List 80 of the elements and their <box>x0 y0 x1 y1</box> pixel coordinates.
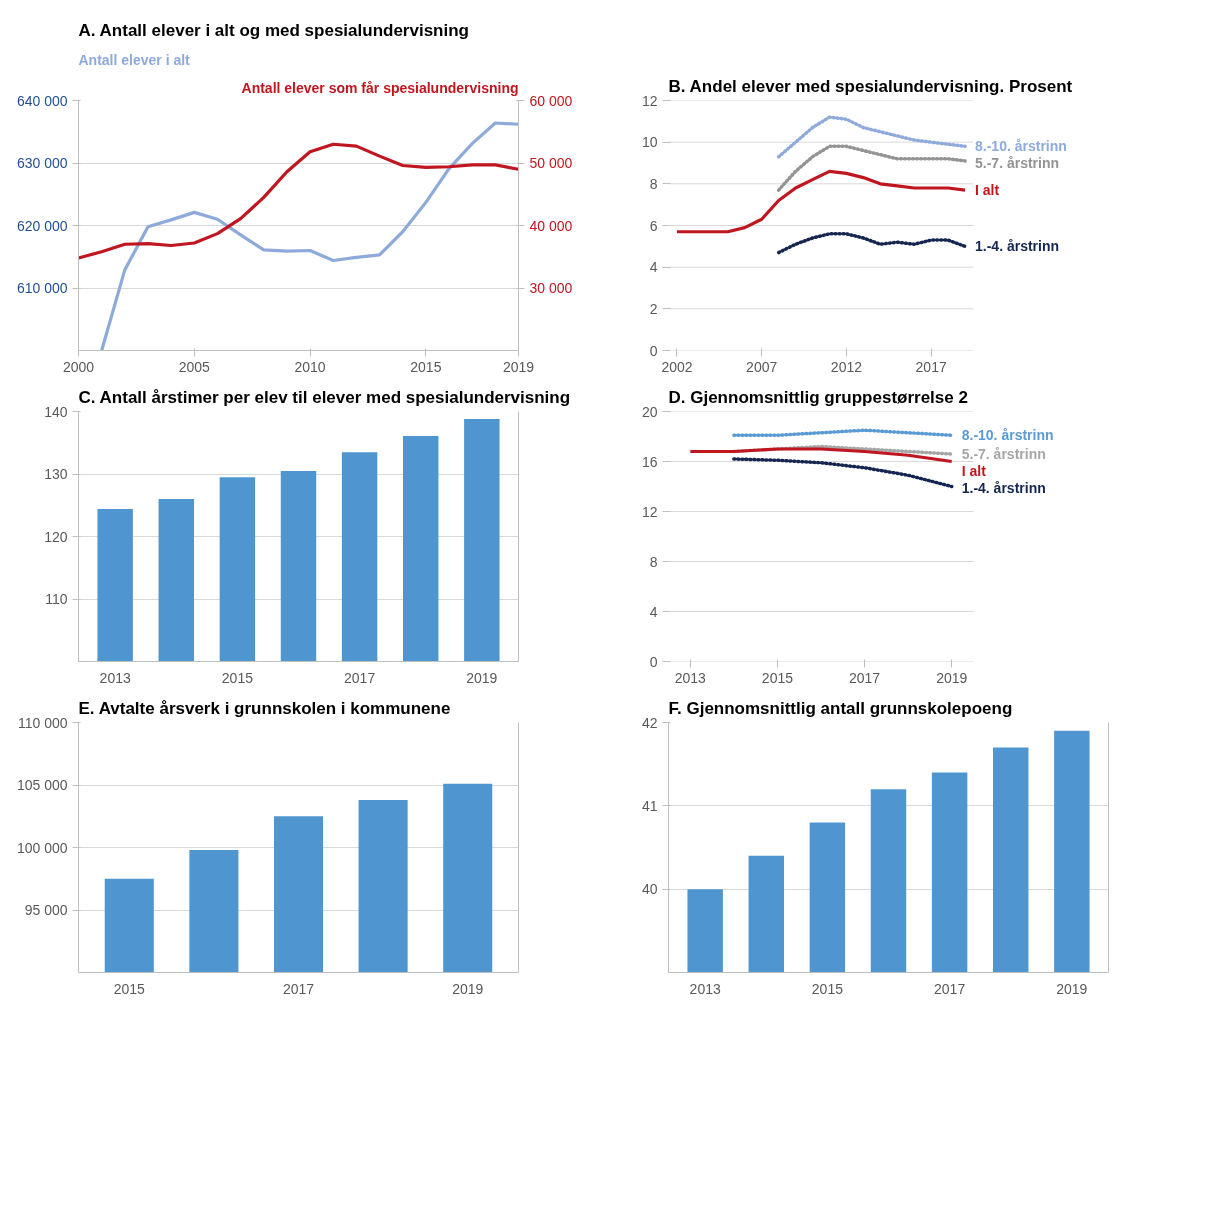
x-tick-label: 2002 <box>661 358 693 375</box>
y-tick-label: 140 <box>44 403 68 420</box>
y2-tick-label: 40 000 <box>529 217 573 234</box>
y-tick-label: 620 000 <box>16 217 68 234</box>
y2-tick-label: 60 000 <box>529 92 573 109</box>
x-tick-label: 2019 <box>502 358 535 375</box>
y-tick-label: 40 <box>641 881 658 898</box>
y-tick-label: 630 000 <box>16 155 68 171</box>
series-label: I alt <box>975 182 1000 199</box>
x-tick-label: 2019 <box>936 669 968 686</box>
line-series <box>776 115 967 159</box>
chart-title: C. Antall årstimer per elev til elever med spesialundervisning <box>78 387 571 407</box>
y-tick-label: 610 000 <box>16 280 68 296</box>
y-tick-label: 4 <box>649 259 658 276</box>
y-tick-label: 0 <box>649 653 658 670</box>
y-tick-label: 4 <box>649 603 658 620</box>
x-tick-label: 2019 <box>466 669 498 686</box>
series-label: 1.-4. årstrinn <box>975 238 1060 255</box>
x-tick-label: 2013 <box>689 980 721 997</box>
x-tick-label: 2005 <box>178 358 211 375</box>
y-tick-label: 42 <box>641 714 658 731</box>
x-tick-label: 2000 <box>62 358 95 375</box>
x-tick-label: 2017 <box>915 358 947 375</box>
x-tick-label: 2012 <box>830 358 863 375</box>
x-tick-label: 2019 <box>1056 980 1088 997</box>
line-series <box>78 142 519 260</box>
x-tick-label: 2015 <box>761 669 794 686</box>
series-label: 8.-10. årstrinn <box>975 138 1067 155</box>
series-label: 5.-7. årstrinn <box>975 155 1060 172</box>
y2-tick-label: 30 000 <box>529 280 573 296</box>
x-tick-label: 2019 <box>452 980 484 997</box>
series-label: 5.-7. årstrinn <box>961 446 1046 462</box>
y-tick-label: 110 000 <box>17 714 68 731</box>
y-tick-label: 41 <box>641 797 658 814</box>
y2-tick-label: 50 000 <box>529 155 573 171</box>
y-tick-label: 120 <box>44 528 68 545</box>
y-tick-label: 12 <box>641 503 658 520</box>
y-tick-label: 6 <box>649 217 658 234</box>
line-series <box>675 169 967 234</box>
x-tick-label: 2015 <box>811 980 844 997</box>
chart-title: D. Gjennomsnittlig gruppestørrelse 2 <box>668 387 968 407</box>
x-tick-label: 2015 <box>113 980 146 997</box>
y-tick-label: 8 <box>649 553 658 570</box>
x-tick-label: 2013 <box>674 669 707 686</box>
y2-axis-title: Antall elever som får spesialundervisning <box>241 79 519 96</box>
y-tick-label: 8 <box>649 175 658 192</box>
x-tick-label: 2010 <box>294 358 326 375</box>
y-tick-label: 20 <box>641 403 658 420</box>
x-tick-label: 2013 <box>99 669 131 686</box>
y-axis-title: Antall elever i alt <box>78 51 191 68</box>
chart-title: A. Antall elever i alt og med spesialundervisning <box>78 20 469 40</box>
line-series <box>688 447 954 464</box>
y-tick-label: 95 000 <box>24 902 68 918</box>
x-tick-label: 2017 <box>344 669 376 686</box>
y-tick-label: 16 <box>641 453 658 470</box>
y-tick-label: 110 <box>45 591 68 607</box>
x-tick-label: 2017 <box>282 980 315 997</box>
line-series <box>732 457 954 489</box>
chart-title: E. Avtalte årsverk i grunnskolen i kommunene <box>78 698 451 718</box>
x-tick-label: 2015 <box>410 358 442 375</box>
y-tick-label: 12 <box>641 92 658 109</box>
y-tick-label: 10 <box>641 134 658 151</box>
y-tick-label: 100 000 <box>16 839 68 856</box>
line-series <box>100 121 519 351</box>
line-series <box>776 144 967 192</box>
series-label: I alt <box>961 463 987 479</box>
series-label: 8.-10. årstrinn <box>961 427 1054 444</box>
x-tick-label: 2017 <box>849 669 881 686</box>
line-series <box>776 232 967 255</box>
y-tick-label: 2 <box>649 300 658 317</box>
y-tick-label: 105 000 <box>16 777 68 793</box>
y-tick-label: 640 000 <box>16 92 68 109</box>
x-tick-label: 2017 <box>934 980 966 997</box>
chart-title: B. Andel elever med spesialundervisning. Prosent <box>668 76 1073 96</box>
x-tick-label: 2015 <box>221 669 254 686</box>
y-tick-label: 0 <box>649 342 658 359</box>
chart-title: F. Gjennomsnittlig antall grunnskolepoeng <box>668 698 1013 718</box>
series-label: 1.-4. årstrinn <box>961 480 1046 496</box>
x-tick-label: 2007 <box>746 358 778 375</box>
y-tick-label: 130 <box>44 466 68 482</box>
